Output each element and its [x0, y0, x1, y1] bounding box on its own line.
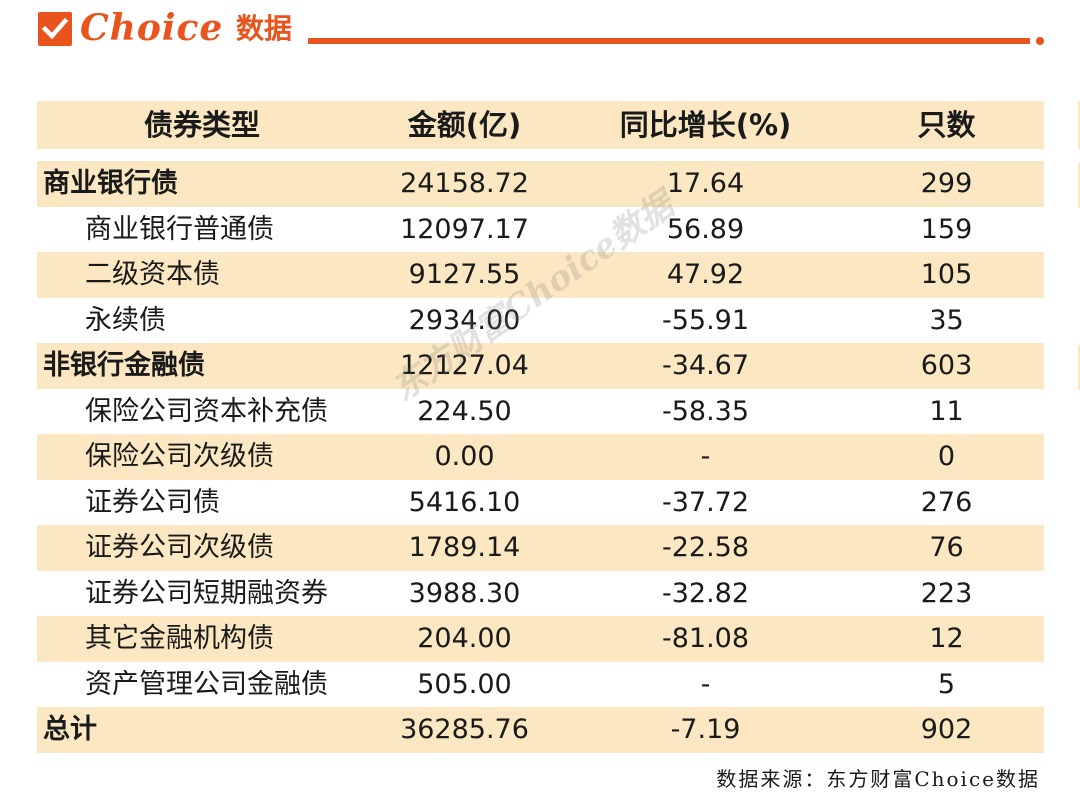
cell-amount: 36285.76: [400, 714, 529, 746]
header-yoy: 同比增长(%): [619, 107, 792, 142]
cell-yoy: -55.91: [661, 304, 750, 336]
table-row: 证券公司短期融资券 3988.30 -32.82 223: [37, 571, 1044, 617]
cell-count: 5: [937, 668, 956, 700]
cell-bond-type: 保险公司资本补充债: [85, 395, 328, 427]
table-row: 其它金融机构债 204.00 -81.08 12: [37, 616, 1044, 662]
cell-count: 603: [920, 350, 973, 382]
table-row: 非银行金融债 12127.04 -34.67 603: [37, 343, 1044, 389]
cell-yoy: -32.82: [661, 577, 750, 609]
cell-yoy: -22.58: [661, 532, 750, 564]
cell-amount: 12097.17: [400, 213, 529, 245]
cell-amount: 12127.04: [400, 350, 529, 382]
logo-suffix: 数据: [236, 12, 293, 45]
cell-yoy: -: [700, 441, 711, 473]
header-bar: Choice 数据: [0, 0, 1080, 60]
cell-count: 0: [937, 441, 956, 473]
cell-bond-type: 资产管理公司金融债: [85, 668, 328, 700]
cell-bond-type: 永续债: [85, 304, 166, 336]
cell-count: 76: [929, 532, 964, 564]
cell-amount: 24158.72: [400, 168, 529, 200]
cell-bond-type: 商业银行债: [43, 168, 178, 200]
cell-count: 11: [929, 395, 964, 427]
cell-amount: 0.00: [434, 441, 495, 473]
cell-bond-type: 二级资本债: [85, 259, 220, 291]
cell-count: 12: [929, 623, 964, 655]
checkmark-icon: [38, 12, 72, 46]
right-edge-strip: [1078, 163, 1080, 208]
cell-count: 276: [920, 486, 973, 518]
cell-yoy: 56.89: [666, 213, 745, 245]
cell-amount: 204.00: [417, 623, 512, 655]
header-divider: [308, 38, 1030, 44]
header-bond-type: 债券类型: [143, 107, 260, 142]
cell-yoy: -37.72: [661, 486, 750, 518]
table-header-row: 债券类型 金额(亿) 同比增长(%) 只数: [37, 101, 1044, 149]
cell-yoy: -7.19: [670, 714, 741, 746]
cell-bond-type: 商业银行普通债: [85, 213, 274, 245]
table-row: 永续债 2934.00 -55.91 35: [37, 298, 1044, 344]
cell-bond-type: 其它金融机构债: [85, 623, 274, 655]
header-amount: 金额(亿): [407, 107, 522, 142]
bond-table: 债券类型 金额(亿) 同比增长(%) 只数 商业银行债 24158.72 17.64…: [37, 101, 1044, 753]
cell-count: 35: [929, 304, 964, 336]
header-dot: [1036, 37, 1044, 45]
cell-count: 159: [920, 213, 973, 245]
cell-amount: 9127.55: [408, 259, 521, 291]
table-row: 总计 36285.76 -7.19 902: [37, 707, 1044, 753]
cell-bond-type: 证券公司次级债: [85, 532, 274, 564]
table-row: 商业银行普通债 12097.17 56.89 159: [37, 207, 1044, 253]
table-body: 商业银行债 24158.72 17.64 299 商业银行普通债 12097.17 56.8…: [37, 161, 1044, 753]
cell-count: 902: [920, 714, 973, 746]
cell-bond-type: 非银行金融债: [43, 350, 205, 382]
cell-yoy: 47.92: [666, 259, 745, 291]
table-row: 证券公司次级债 1789.14 -22.58 76: [37, 525, 1044, 571]
header-count: 只数: [917, 107, 976, 142]
cell-count: 223: [920, 577, 973, 609]
table-row: 商业银行债 24158.72 17.64 299: [37, 161, 1044, 207]
cell-amount: 505.00: [417, 668, 512, 700]
data-source-note: 数据来源：东方财富Choice数据: [716, 767, 1040, 791]
cell-amount: 224.50: [417, 395, 512, 427]
cell-bond-type: 总计: [43, 714, 97, 746]
logo-brand: Choice: [80, 7, 224, 49]
cell-yoy: 17.64: [666, 168, 745, 200]
table-row: 二级资本债 9127.55 47.92 105: [37, 252, 1044, 298]
right-edge-strip: [1078, 101, 1080, 149]
table-row: 保险公司次级债 0.00 - 0: [37, 434, 1044, 480]
table-row: 资产管理公司金融债 505.00 - 5: [37, 662, 1044, 708]
cell-amount: 2934.00: [408, 304, 521, 336]
cell-yoy: -: [700, 668, 711, 700]
cell-bond-type: 证券公司短期融资券: [85, 577, 328, 609]
cell-bond-type: 保险公司次级债: [85, 441, 274, 473]
cell-yoy: -34.67: [661, 350, 750, 382]
cell-count: 299: [920, 168, 973, 200]
table-row: 保险公司资本补充债 224.50 -58.35 11: [37, 389, 1044, 435]
cell-yoy: -58.35: [661, 395, 750, 427]
cell-amount: 3988.30: [408, 577, 521, 609]
cell-amount: 5416.10: [408, 486, 521, 518]
table-row: 证券公司债 5416.10 -37.72 276: [37, 480, 1044, 526]
cell-count: 105: [920, 259, 973, 291]
cell-yoy: -81.08: [661, 623, 750, 655]
right-edge-strip: [1078, 345, 1080, 390]
cell-amount: 1789.14: [408, 532, 521, 564]
cell-bond-type: 证券公司债: [85, 486, 220, 518]
